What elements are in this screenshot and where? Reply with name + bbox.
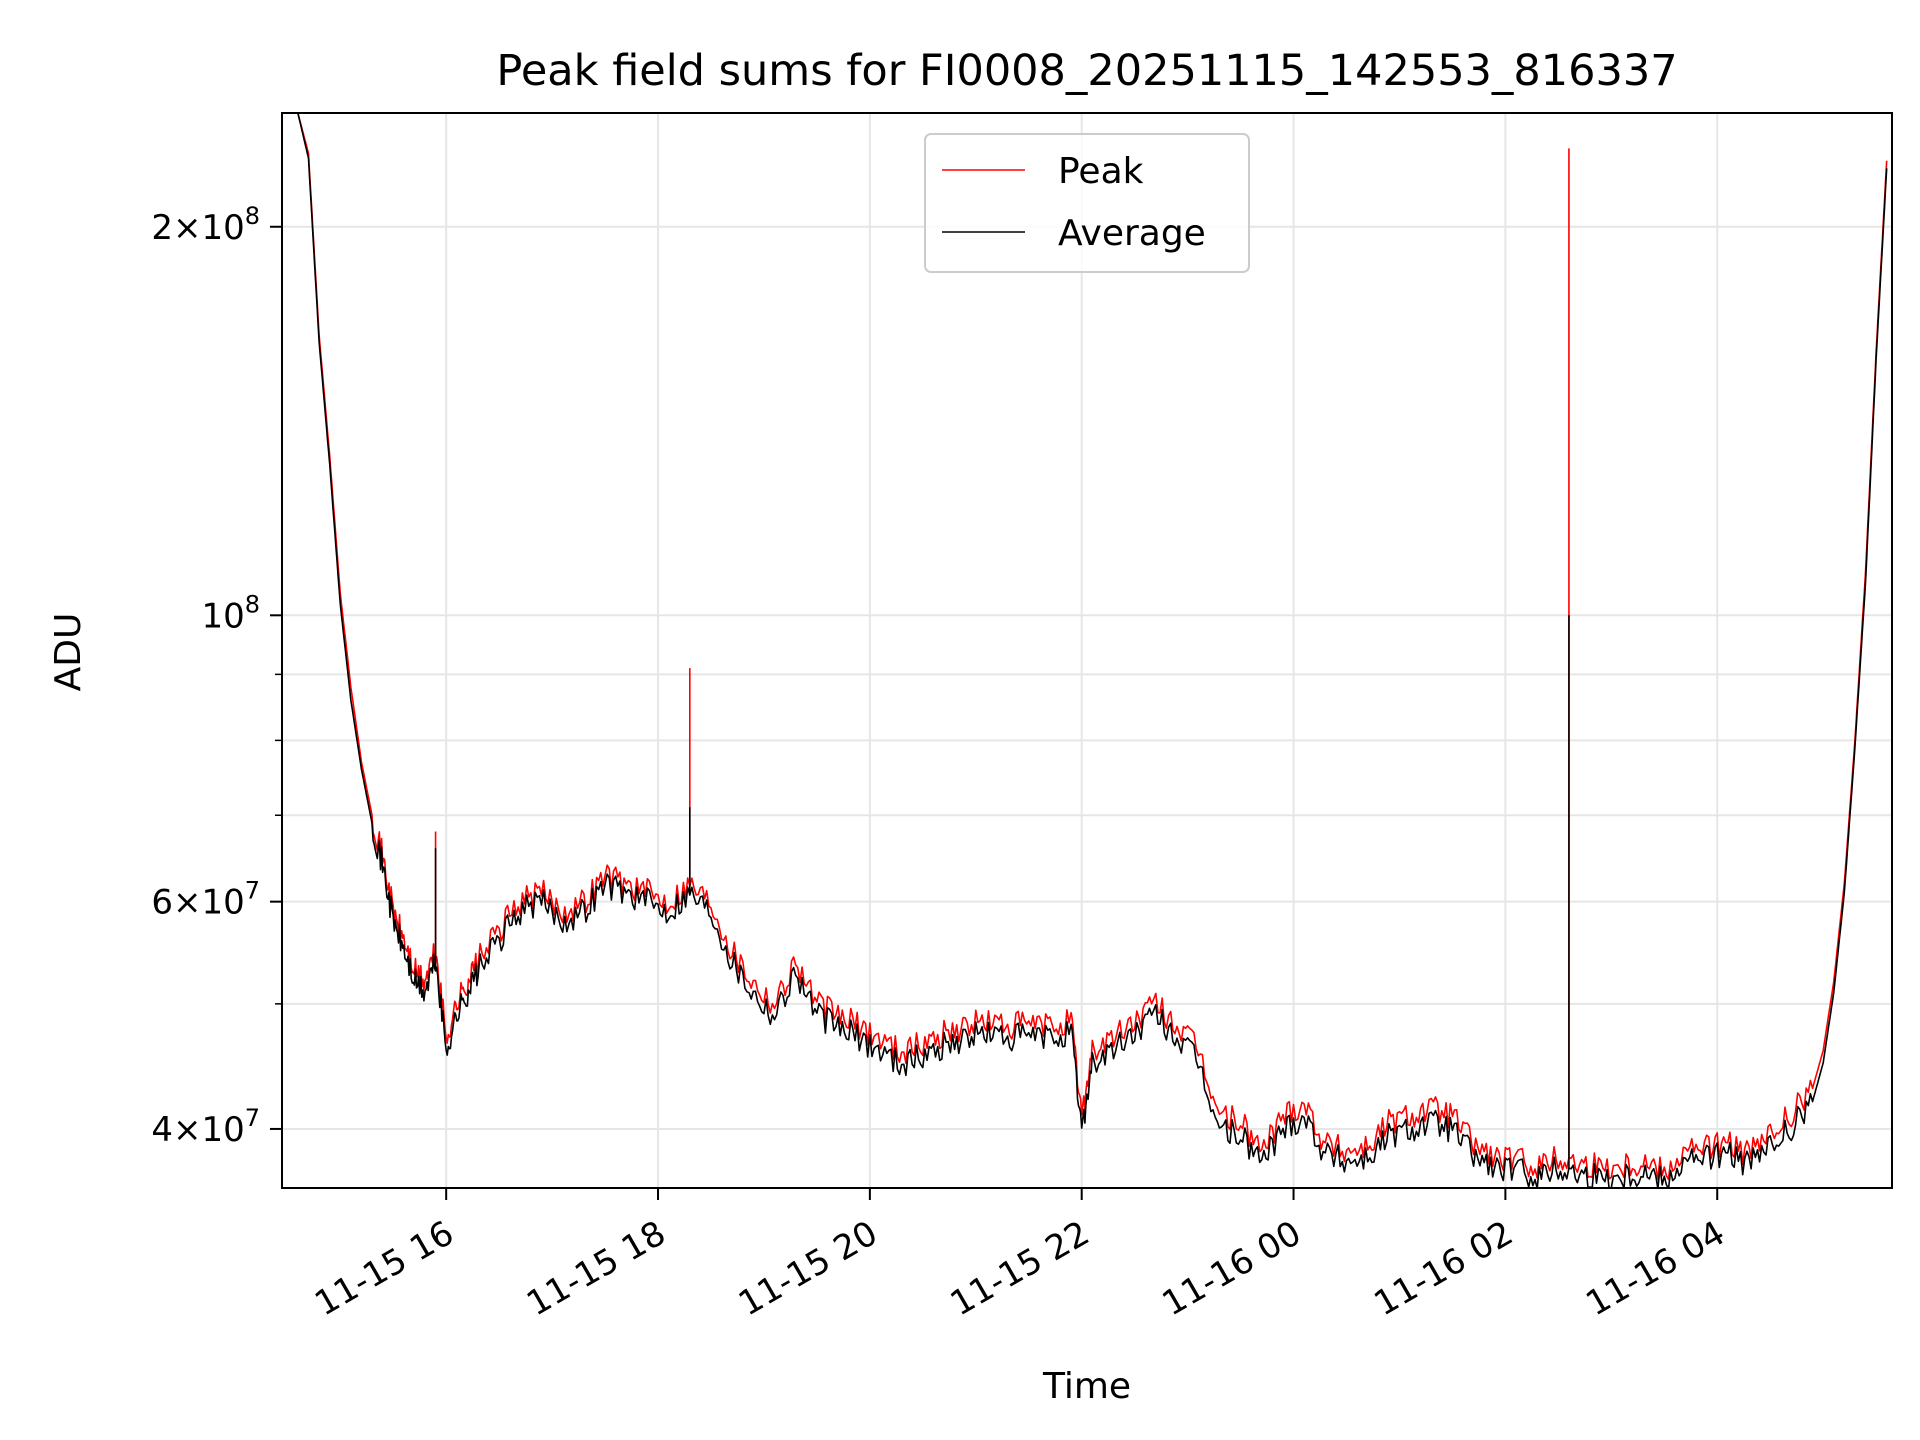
x-axis-label: Time (1042, 1366, 1131, 1407)
peak-series-line (297, 113, 1888, 1181)
legend-peak-label: Peak (1058, 151, 1144, 192)
y-axis-label: ADU (48, 613, 89, 692)
plot-frame (281, 112, 1893, 1189)
series-layer (297, 113, 1888, 1188)
legend-box (924, 133, 1250, 273)
y-tick-label: 4×107 (151, 1104, 260, 1150)
y-tick-label: 108 (201, 590, 260, 636)
legend: Peak Average (924, 133, 1250, 273)
average-series-line (297, 113, 1888, 1188)
y-tick-label: 2×108 (151, 202, 260, 248)
chart-title: Peak field sums for FI0008_20251115_1425… (496, 46, 1677, 96)
legend-average-label: Average (1058, 213, 1206, 254)
y-tick-label: 6×107 (151, 877, 260, 923)
y-axis-ticks: 4×107 6×107 108 2×108 (151, 202, 282, 1150)
